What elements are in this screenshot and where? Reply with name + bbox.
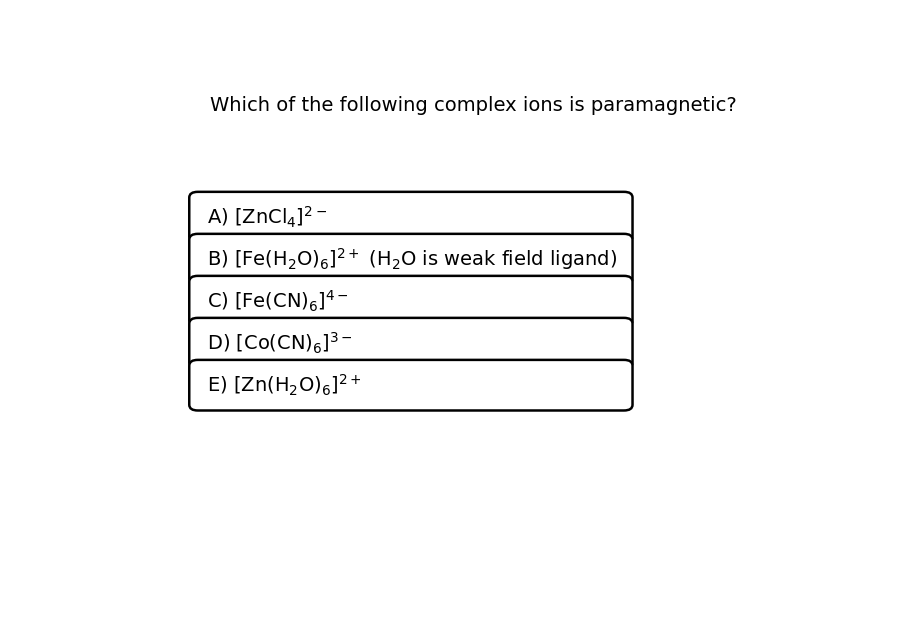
Text: C) $\mathregular{[Fe(CN)_6]^{4-}}$: C) $\mathregular{[Fe(CN)_6]^{4-}}$ [207,288,349,314]
FancyBboxPatch shape [189,276,633,327]
FancyBboxPatch shape [189,192,633,242]
Text: B) $\mathregular{[Fe(H_2O)_6]^{2+}}$ (H$\mathregular{_2}$O is weak field ligand): B) $\mathregular{[Fe(H_2O)_6]^{2+}}$ (H$… [207,246,617,272]
Text: E) $\mathregular{[Zn(H_2O)_6]^{2+}}$: E) $\mathregular{[Zn(H_2O)_6]^{2+}}$ [207,373,362,398]
Text: A) $\mathregular{[ZnCl_4]^{2-}}$: A) $\mathregular{[ZnCl_4]^{2-}}$ [207,205,327,230]
Text: Which of the following complex ions is paramagnetic?: Which of the following complex ions is p… [210,96,737,115]
FancyBboxPatch shape [189,234,633,285]
FancyBboxPatch shape [189,318,633,368]
Text: D) $\mathregular{[Co(CN)_6]^{3-}}$: D) $\mathregular{[Co(CN)_6]^{3-}}$ [207,330,353,356]
FancyBboxPatch shape [189,360,633,410]
